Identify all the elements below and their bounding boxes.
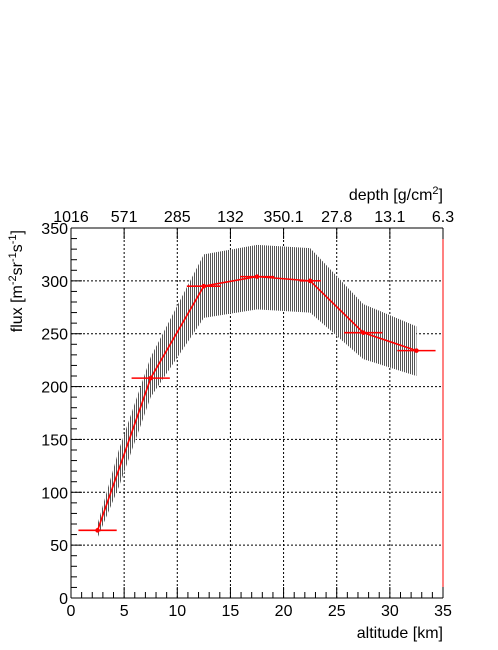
y-axis-label: flux [m-2sr-1s-1] <box>7 230 26 332</box>
x-tick-label: 0 <box>67 603 76 620</box>
axes <box>70 227 444 599</box>
x-tick-label: 30 <box>381 603 399 620</box>
data-point <box>148 375 154 381</box>
y-tick-label: 350 <box>41 221 68 238</box>
data-point <box>414 348 419 353</box>
top-tick-label: 6.3 <box>432 209 454 226</box>
data-point <box>254 274 260 279</box>
y-tick-label: 150 <box>41 432 68 449</box>
y-tick-label: 300 <box>41 274 68 291</box>
y-tick-label: 250 <box>41 327 68 344</box>
top-tick-label: 285 <box>164 209 191 226</box>
top-axis-label: depth [g/cm2] <box>349 185 443 204</box>
uncertainty-band <box>97 244 417 538</box>
x-tick-label: 5 <box>120 603 129 620</box>
data-point <box>95 528 100 533</box>
x-tick-label: 35 <box>434 603 452 620</box>
data-series <box>78 274 436 533</box>
top-tick-label: 571 <box>111 209 138 226</box>
x-tick-label: 25 <box>328 603 346 620</box>
x-tick-label: 15 <box>222 603 240 620</box>
y-tick-label: 100 <box>41 485 68 502</box>
top-tick-label: 1016 <box>53 209 89 226</box>
top-tick-label: 13.1 <box>374 209 405 226</box>
data-point <box>360 330 366 335</box>
y-tick-label: 0 <box>59 591 68 608</box>
top-tick-label: 132 <box>217 209 244 226</box>
x-tick-label: 20 <box>275 603 293 620</box>
top-tick-label: 27.8 <box>321 209 352 226</box>
y-tick-label: 50 <box>50 538 68 555</box>
data-point <box>201 283 207 289</box>
x-axis-label: altitude [km] <box>357 625 443 642</box>
y-tick-label: 200 <box>41 380 68 397</box>
x-tick-label: 10 <box>168 603 186 620</box>
top-tick-label: 350.1 <box>264 209 304 226</box>
data-point <box>307 278 313 284</box>
band-area <box>97 244 417 538</box>
